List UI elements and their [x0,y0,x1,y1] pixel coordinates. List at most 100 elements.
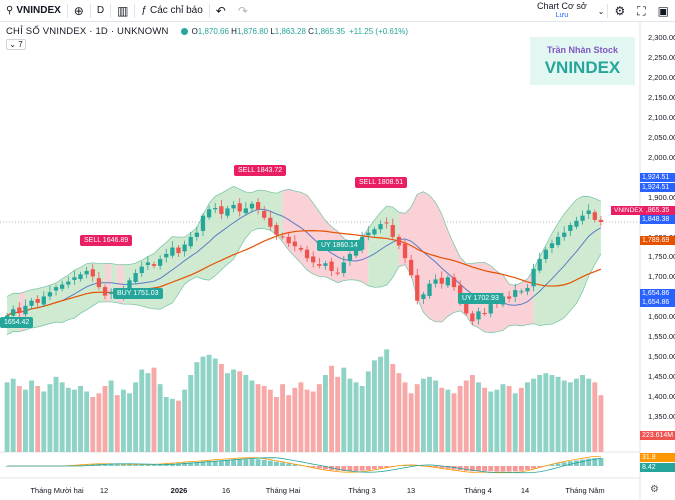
layout-name-label: Chart Cơ sở [536,1,587,11]
fullscreen-icon: ⛶ [637,3,646,18]
volume-bar [543,373,549,452]
candle-body [531,268,536,287]
volume-bar [225,373,230,452]
price-axis-tick: 1,550.00 [648,332,675,342]
macd-histogram-bar [476,466,481,472]
volume-bar [120,389,126,452]
candle-body [311,256,316,263]
candle-body [90,269,95,277]
indicators-button[interactable]: ƒ Các chỉ báo [135,0,208,22]
candle-body [549,243,555,248]
macd-histogram-bar [151,464,157,466]
legend-ohlc: O1,870.66 H1,876.80 L1,863.28 C1,865.35 [192,27,346,36]
signal-label: SELL 1808.51 [355,177,408,188]
macd-histogram-bar [488,466,494,472]
volume-bar [518,387,524,452]
compare-add-button[interactable]: ⊕ [68,0,90,22]
price-axis-tick: 1,900.00 [648,192,675,202]
indicators-icon: ƒ [141,5,147,16]
candle-body [298,247,304,250]
macd-histogram-bar [555,463,561,466]
divider [89,3,91,18]
volume-bar [84,391,90,452]
macd-histogram-bar [347,466,353,472]
volume-bar [47,384,53,452]
redo-button[interactable]: ↷ [232,0,254,22]
fullscreen-button[interactable]: ⛶ [631,0,651,22]
volume-bar [22,389,28,452]
macd-histogram-bar [237,459,243,466]
open-label: O [191,27,198,36]
macd-histogram-bar [114,464,120,466]
snapshot-button[interactable]: ▣ [652,0,675,22]
chart-type-button[interactable]: ▥ [111,0,134,22]
candle-body [329,261,334,271]
volume-bar [378,356,383,452]
interval-button[interactable]: D [91,0,110,22]
candle-body [390,224,395,237]
symbol-search-button[interactable]: ⚲ VNINDEX [0,0,67,22]
volume-bar [4,382,10,452]
candle-body [243,208,248,214]
low-label: L [270,27,275,36]
volume-bar [359,386,365,452]
bollinger-lower-line [6,228,602,336]
layout-menu-button[interactable]: ⌄ [595,0,608,22]
volume-bar [500,384,506,452]
candle-body [598,219,604,223]
close-label: C [308,27,314,36]
candle-body [384,222,389,224]
candle-body [11,309,16,316]
undo-button[interactable]: ↶ [210,0,232,22]
candle-body [402,243,408,259]
candle-body [280,236,285,238]
macd-histogram-bar [353,466,359,472]
candle-body [421,294,426,300]
layout-save-status: Lưu [555,12,569,19]
macd-histogram-bar [274,461,279,466]
candle-body [568,224,573,231]
candle-body [555,236,561,245]
volume-bar [65,387,71,452]
macd-histogram-bar [145,464,151,466]
volume-bar [580,375,586,452]
macd-histogram-bar [341,466,347,472]
candle-body [439,277,444,284]
price-chart[interactable] [0,22,675,500]
candle-body [47,292,53,297]
macd-histogram-bar [322,466,328,470]
macd-histogram-bar [182,462,188,466]
macd-histogram-bar [310,466,316,468]
macd-histogram-bar [127,464,132,466]
candles-icon: ▥ [117,3,129,18]
volume-bar [531,378,537,452]
candle-body [360,236,365,250]
candle-body [445,277,451,286]
macd-histogram-bar [500,466,506,472]
macd-histogram-bar [592,458,598,466]
volume-bar [482,387,488,452]
gear-icon[interactable]: ⚙ [650,484,659,495]
settings-button[interactable]: ⚙ [608,0,631,22]
indicators-collapse-button[interactable]: ⌄ 7 [6,39,26,50]
price-axis-tick: 2,100.00 [648,112,675,122]
brand-name: VNINDEX [544,57,621,77]
candle-body [96,278,102,288]
time-axis-tick: Tháng Năm [565,486,605,495]
price-axis-tick: 2,150.00 [648,92,675,102]
candle-body [580,215,585,221]
interval-label: D [96,5,105,16]
candle-body [219,206,224,214]
layout-name-button[interactable]: Chart Cơ sở Lưu [529,2,595,20]
volume-bar [439,387,445,452]
macd-histogram-bar [316,466,322,469]
candle-body [102,287,108,296]
candle-body [127,280,132,291]
divider [110,3,112,18]
macd-histogram-bar [212,460,218,466]
time-axis-tick: 16 [221,486,231,495]
volume-bar [280,384,286,452]
candle-body [482,313,487,315]
indicators-label: Các chỉ báo [149,5,203,16]
candle-body [41,296,46,305]
